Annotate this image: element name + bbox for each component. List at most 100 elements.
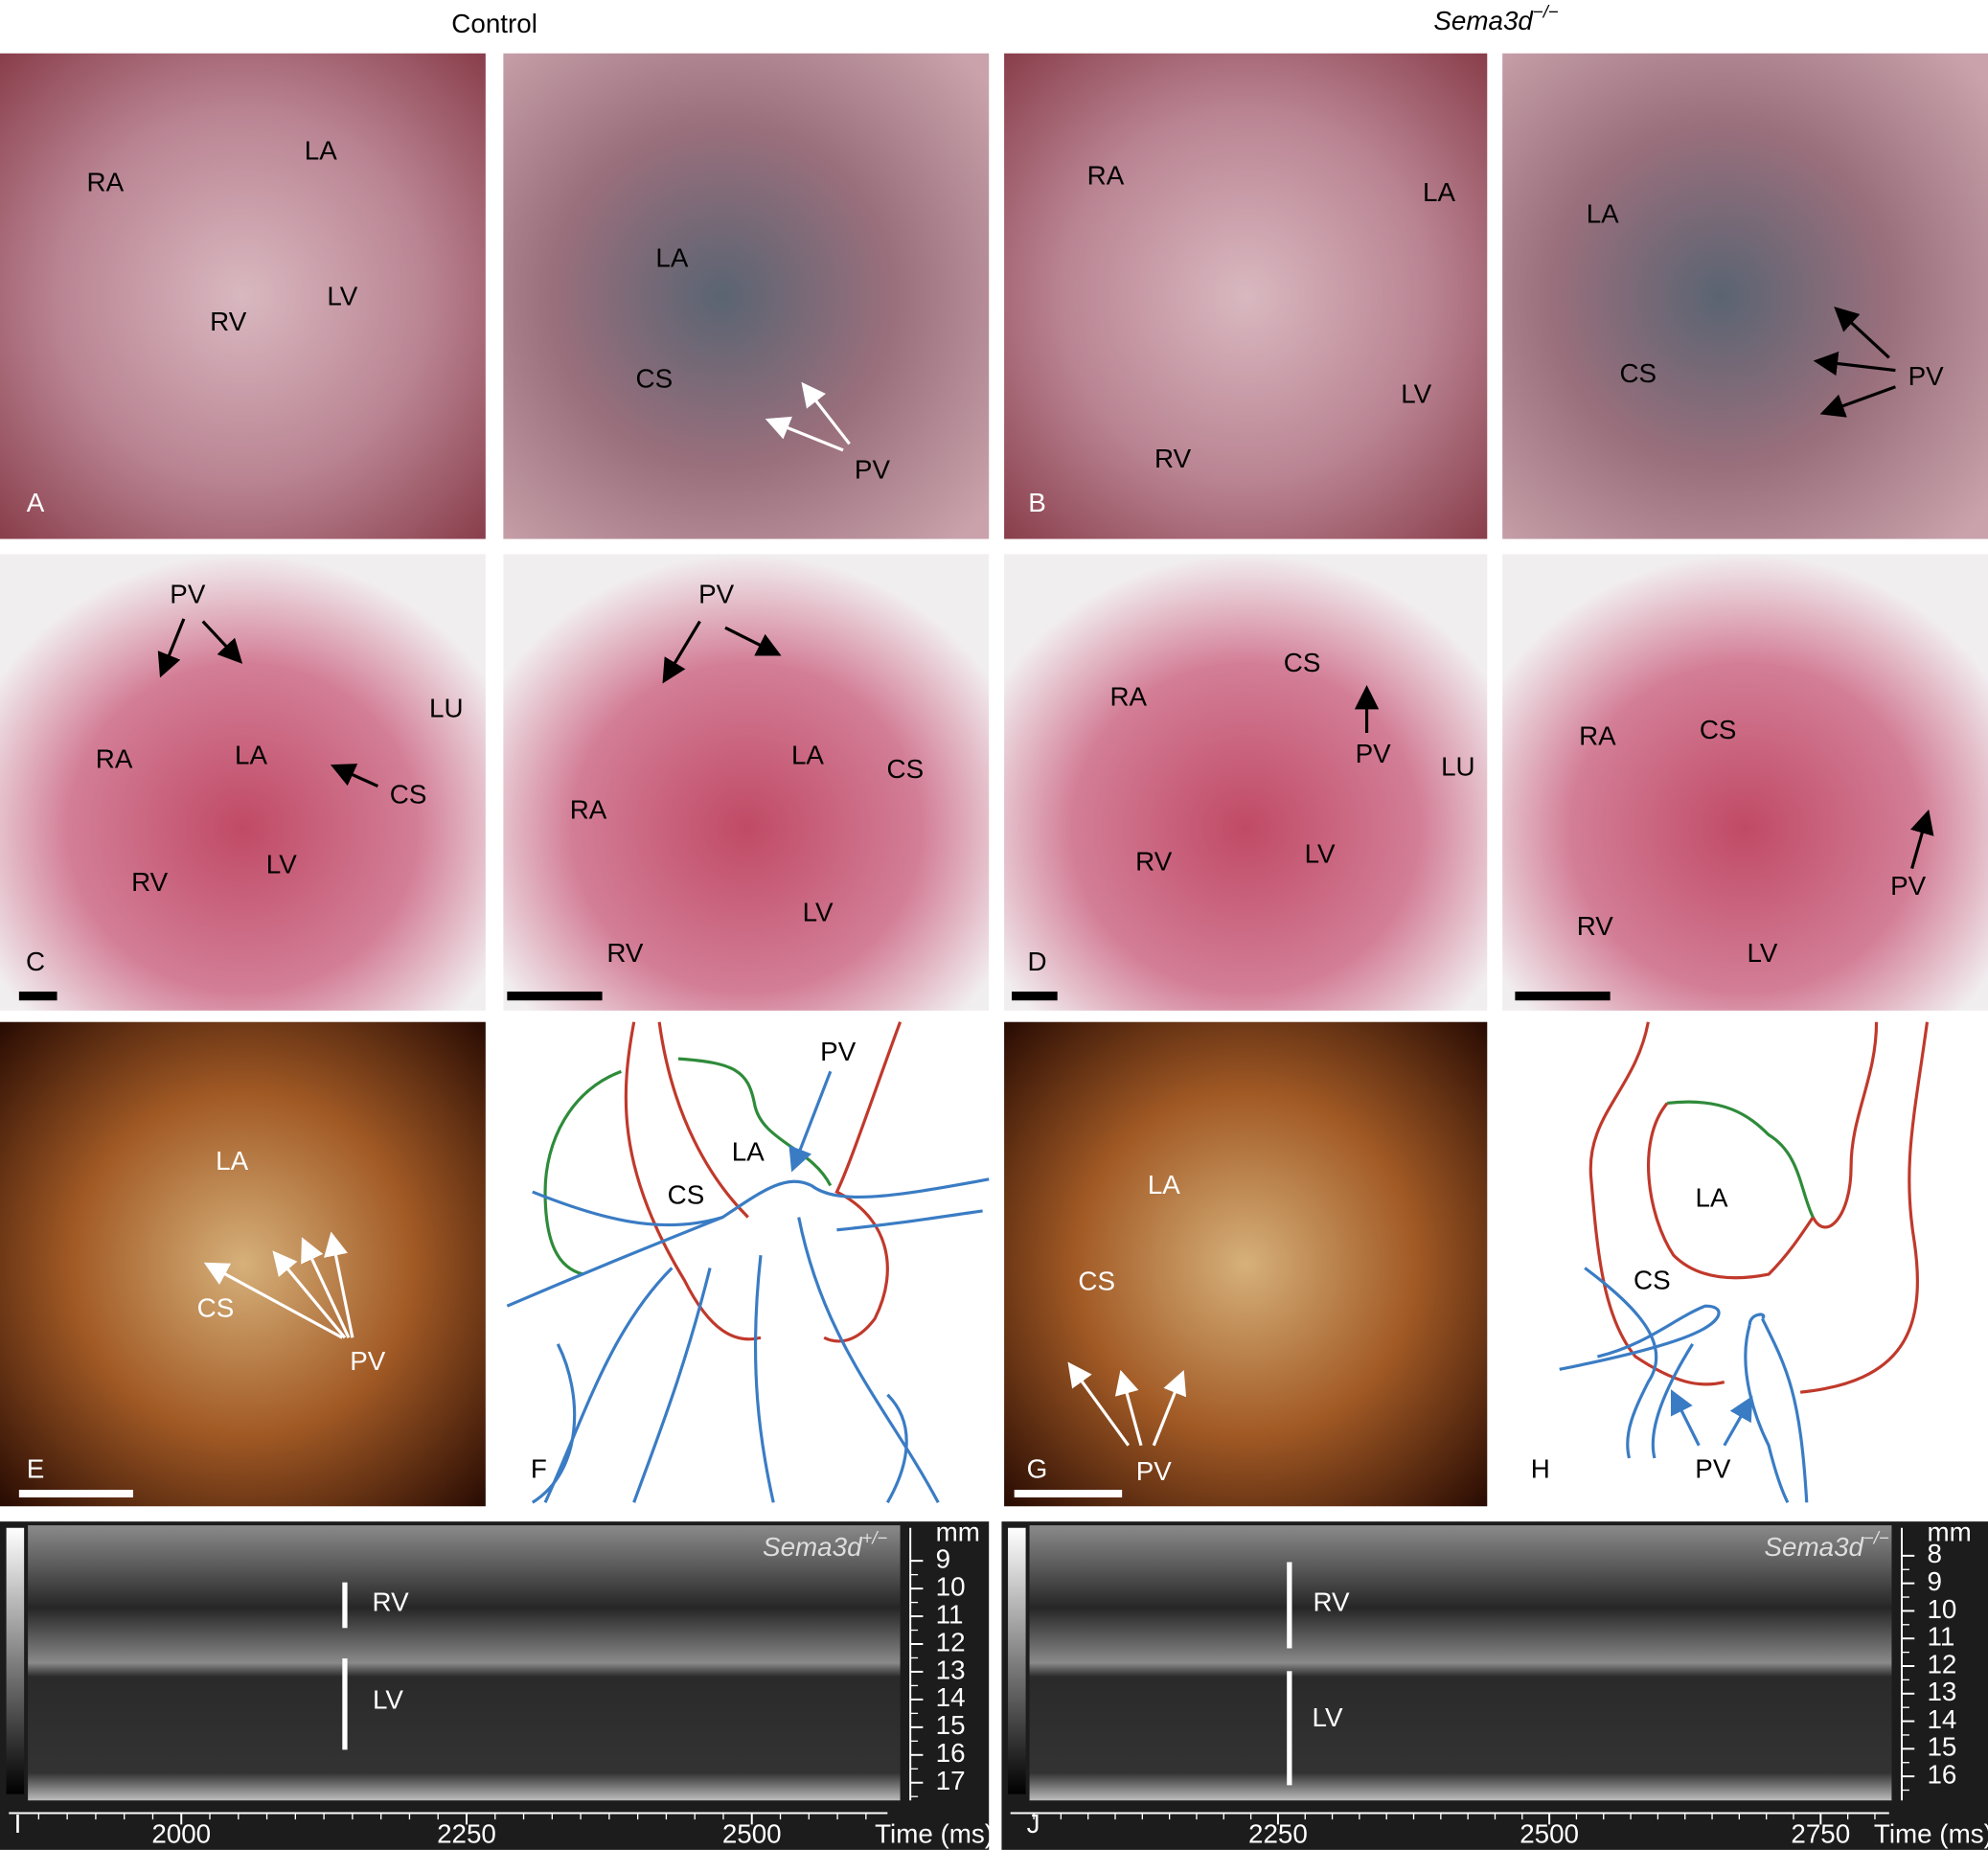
y-tick-label: 12 [936,1627,966,1656]
y-tick-label: 15 [1927,1732,1956,1762]
panel-letter: H [1531,1454,1550,1484]
region-label: RA [1579,721,1616,751]
region-label: PV [1356,739,1392,768]
time-label: Time (ms) [1874,1819,1988,1849]
y-tick-label: 16 [936,1738,966,1768]
genotype-label: Sema3d−/− [1765,1528,1889,1563]
header-mutant: Sema3d−/− [1433,1,1558,35]
region-label: RV [373,1587,410,1616]
region-label: RV [1313,1587,1350,1616]
scale-bar [507,991,603,1001]
region-label: RA [96,743,133,773]
region-label: PV [1695,1454,1731,1484]
region-label: RV [1577,911,1614,941]
y-tick-label: 11 [1927,1622,1954,1652]
echo-image [1029,1525,1892,1801]
region-label: LV [1401,378,1431,408]
region-label: PV [1136,1456,1173,1486]
y-tick-label: 10 [1927,1594,1956,1624]
region-label: CS [390,780,427,810]
region-label: LA [305,135,337,165]
y-tick-label: 13 [1927,1677,1956,1706]
unit-label: mm [936,1518,980,1547]
y-tick-label: 16 [1927,1759,1956,1789]
scale-bar [1012,991,1058,1001]
region-label: LV [1313,1702,1343,1732]
region-label: LV [1305,839,1336,869]
gene: Sema3d [1765,1533,1865,1563]
region-label: LA [1696,1182,1728,1212]
genotype: −/− [1533,1,1559,21]
scale-bar [1515,991,1611,1001]
y-tick-label: 11 [936,1599,964,1629]
region-label: RA [1109,682,1147,712]
region-label: PV [855,455,891,485]
ct-render [0,1021,486,1507]
gene: Sema3d [1433,6,1534,35]
x-tick-label: 2250 [437,1819,496,1849]
y-tick-label: 17 [936,1766,966,1795]
region-label: LU [1441,751,1475,781]
gray-bar [6,1527,25,1794]
panel-letter: D [1027,947,1046,976]
region-label: PV [820,1037,857,1066]
region-label: RV [210,307,247,336]
y-tick-label: 12 [1927,1649,1956,1679]
histology [503,554,990,1011]
region-label: CS [1634,1265,1671,1294]
x-tick-label: 2500 [722,1819,782,1849]
region-label: PV [350,1346,386,1376]
region-label: CS [1284,648,1321,677]
region-label: PV [1908,361,1945,391]
panel-letter: C [26,947,45,976]
region-label: CS [668,1180,705,1210]
region-label: LA [216,1146,248,1176]
schematic-f [506,1021,990,1504]
region-label: LV [327,281,357,310]
photo [1004,53,1488,539]
lv-bar [1287,1671,1292,1786]
gene: Sema3d [763,1533,863,1563]
header-control: Control [451,9,537,38]
x-tick-label: 2250 [1248,1819,1308,1849]
time-label: Time (ms) [875,1819,994,1849]
gray-bar [1008,1527,1026,1794]
panel-letter: A [27,488,45,517]
region-label: CS [1700,715,1737,744]
region-label: LV [803,898,834,927]
region-label: LV [373,1684,403,1714]
region-label: RV [131,867,169,897]
photo [0,53,486,539]
region-label: LU [429,694,464,723]
region-label: RV [1135,847,1173,877]
region-label: LA [1587,198,1619,228]
y-tick-label: 14 [1927,1704,1956,1734]
panel-letter: G [1027,1454,1048,1484]
rv-bar [342,1582,348,1629]
region-label: PV [698,579,735,608]
histology [0,554,486,1011]
genotype: +/− [862,1528,888,1548]
unit-label: mm [1927,1518,1971,1547]
panel-letter: B [1028,488,1046,517]
x-tick-label: 2000 [151,1819,211,1849]
scale-bar [18,991,57,1001]
arrows [157,307,1934,1447]
region-label: LA [732,1137,765,1167]
genotype-label: Sema3d+/− [763,1528,887,1563]
region-label: LA [235,741,267,770]
schematic-h [1559,1021,1930,1503]
region-label: CS [1078,1267,1115,1296]
echo-image [28,1525,901,1801]
x-tick-label: 2750 [1791,1819,1850,1849]
region-label: CS [887,754,925,784]
panel-letter: E [27,1454,45,1484]
region-label: RV [606,938,644,968]
y-tick-label: 9 [1927,1566,1941,1596]
region-label: RV [1154,444,1192,473]
y-tick-label: 8 [1927,1539,1941,1568]
ct-render [1004,1021,1488,1507]
x-tick-label: 2500 [1520,1819,1579,1849]
region-label: LA [791,741,824,770]
